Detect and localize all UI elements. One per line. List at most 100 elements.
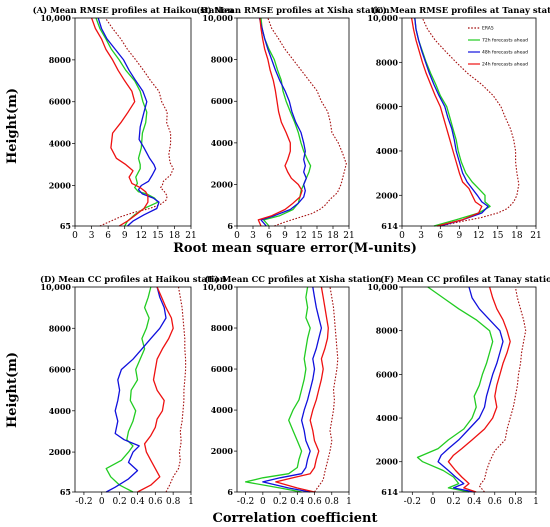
y-tick-label: 2000 [49,180,72,190]
panel-3: (C) Mean RMSE profiles at Tanay station 0… [367,5,550,241]
series-line-72h [416,286,494,493]
y-tick-label: 8000 [376,57,399,67]
series-line-24h [447,286,511,493]
x-tick-label: 15 [492,231,504,241]
x-tick-label: 21 [530,231,541,241]
x-tick-label: 0.2 [446,497,460,507]
series-line-48h [105,286,167,493]
legend-label-24h: 24h forecasts ahead [482,62,528,68]
x-tick-label: 9 [122,231,128,241]
x-tick-label: 0.6 [148,497,163,507]
legend: ERA5 72h forecasts ahead 48h forecasts ahe… [468,26,528,68]
legend-label-48h: 48h forecasts ahead [482,50,528,56]
legend-label-era5: ERA5 [482,26,494,32]
panel-2: (B) Mean RMSE profiles at Xisha station 0… [196,5,389,241]
panel-title: (F) Mean CC profiles at Tanay station [380,274,550,285]
y-tick-label: 10,000 [367,13,398,23]
x-tick-label: 1 [188,497,194,507]
series-line-48h [414,17,489,227]
y-tick-label: 6000 [49,365,72,375]
x-tick-label: 18 [169,231,181,241]
x-tick-label: -0.2 [75,497,92,507]
plot-frame [74,17,192,227]
y-tick-label: 6 [227,221,233,231]
y-tick-label: 614 [381,221,398,231]
x-tick-label: 0.6 [307,497,322,507]
series-line-24h [90,17,149,227]
x-tick-label: 15 [311,231,323,241]
y-tick-label: 8000 [49,55,72,65]
y-axis-label-top: Height(m) [5,88,20,164]
x-tick-label: 0.8 [325,497,340,507]
series-line-era5 [314,286,339,493]
y-axis-label-bottom: Height(m) [5,352,20,428]
y-tick-label: 2000 [211,446,234,456]
x-tick-label: 9 [282,231,288,241]
series-line-era5 [421,17,520,227]
y-tick-label: 10,000 [40,282,71,292]
x-tick-label: 0.6 [488,497,503,507]
panel-1: (A) Mean RMSE profiles at Haikou station… [33,5,234,241]
panel-title: (B) Mean RMSE profiles at Xisha station [196,5,389,16]
panel-title: (C) Mean RMSE profiles at Tanay station [372,5,550,16]
series-line-72h [105,286,152,493]
x-tick-label: 12 [136,231,147,241]
x-tick-label: 0.4 [290,497,305,507]
y-tick-label: 10,000 [367,282,398,292]
y-tick-label: 6 [227,487,233,497]
legend-label-72h: 72h forecasts ahead [482,38,528,44]
panel-4: (D) Mean CC profiles at Haikou station -0… [40,274,226,507]
panel-title: (A) Mean RMSE profiles at Haikou station [33,5,234,16]
y-tick-label: 6000 [211,364,234,374]
series-line-era5 [267,17,347,227]
y-tick-label: 10,000 [202,13,233,23]
y-tick-label: 65 [60,487,71,497]
x-tick-label: 9 [457,231,463,241]
plot-frame [401,286,537,493]
series-line-24h [137,286,174,493]
x-tick-label: 6 [437,231,443,241]
x-tick-label: 0 [260,497,266,507]
series-line-24h [275,286,329,493]
series-line-era5 [99,17,174,227]
panel-5: (E) Mean CC profiles at Xisha station -0.… [202,274,381,507]
x-tick-label: 21 [185,231,196,241]
x-tick-label: 0.2 [273,497,287,507]
y-tick-label: 6000 [376,102,399,112]
x-tick-label: 3 [418,231,424,241]
y-tick-label: 4000 [211,405,234,415]
x-tick-label: 1 [533,497,539,507]
y-tick-label: 4000 [211,138,234,148]
y-tick-label: 4000 [49,139,72,149]
series-line-72h [244,286,311,493]
y-tick-label: 8000 [211,55,234,65]
y-tick-label: 2000 [49,447,72,457]
x-tick-label: -0.2 [237,497,254,507]
plot-frame [401,17,537,227]
x-tick-label: 18 [327,231,339,241]
x-tick-label: 12 [295,231,306,241]
x-tick-label: 18 [511,231,523,241]
y-tick-label: 4000 [376,413,399,423]
y-tick-label: 2000 [376,457,399,467]
y-tick-label: 10,000 [202,282,233,292]
series-line-48h [258,17,307,227]
x-tick-label: 6 [105,231,111,241]
x-tick-label: 0 [72,231,78,241]
y-tick-label: 8000 [376,326,399,336]
y-tick-label: 8000 [49,323,72,333]
x-axis-label-rmse: Root mean square error(M-units) [173,241,417,256]
x-tick-label: 12 [473,231,484,241]
x-tick-label: 0 [99,497,105,507]
panel-6: (F) Mean CC profiles at Tanay station -0.… [367,274,550,507]
x-tick-label: 3 [250,231,256,241]
y-tick-label: 6000 [376,369,399,379]
series-line-24h [410,17,483,227]
x-tick-label: 0 [399,231,405,241]
x-tick-label: -0.2 [404,497,421,507]
plot-frame [74,286,192,493]
x-tick-label: 0 [430,497,436,507]
panel-title: (E) Mean CC profiles at Xisha station [205,274,382,285]
panel-title: (D) Mean CC profiles at Haikou station [40,274,226,285]
